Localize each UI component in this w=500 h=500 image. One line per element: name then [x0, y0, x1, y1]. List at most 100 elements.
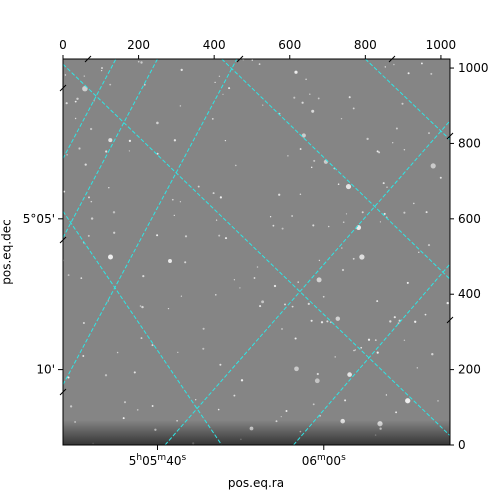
- star: [395, 127, 398, 130]
- star: [128, 150, 131, 152]
- star: [309, 93, 311, 95]
- star: [294, 337, 297, 340]
- star: [427, 244, 431, 247]
- star: [425, 211, 428, 214]
- star: [291, 215, 293, 217]
- star: [281, 328, 283, 330]
- star: [82, 321, 85, 325]
- star: [180, 295, 183, 297]
- star: [316, 372, 319, 376]
- star: [397, 322, 400, 325]
- star: [383, 212, 386, 215]
- star: [123, 401, 127, 404]
- star: [212, 192, 215, 195]
- dec-tick-label: 5°05': [23, 212, 55, 226]
- star: [228, 87, 231, 90]
- plot-frame: [62, 58, 451, 446]
- star: [329, 321, 332, 324]
- star: [107, 300, 109, 302]
- top-axis: 0 200 400 600 800 1000: [59, 38, 456, 59]
- star: [403, 211, 406, 214]
- star: [403, 149, 406, 151]
- star: [393, 316, 396, 319]
- star: [401, 102, 404, 105]
- star: [287, 155, 289, 157]
- star-field: [63, 59, 449, 445]
- bottom-shading: [63, 420, 450, 445]
- star: [439, 176, 442, 179]
- star: [352, 107, 355, 110]
- star: [299, 193, 302, 195]
- star: [393, 63, 395, 66]
- star: [218, 75, 221, 77]
- star: [215, 294, 217, 296]
- star: [258, 63, 261, 65]
- star: [219, 363, 222, 366]
- star: [142, 275, 145, 278]
- star: [431, 353, 434, 356]
- star: [310, 319, 313, 322]
- star: [90, 217, 94, 220]
- star: [184, 235, 188, 238]
- star: [93, 100, 95, 102]
- star: [310, 166, 313, 169]
- grid-crossing-mark: [59, 236, 67, 244]
- grid-crossing-mark: [84, 55, 92, 63]
- star: [360, 346, 363, 349]
- star: [385, 394, 388, 396]
- star: [262, 104, 264, 106]
- star: [311, 109, 315, 113]
- star: [366, 137, 369, 141]
- star: [378, 151, 381, 154]
- star: [84, 163, 87, 166]
- star: [140, 337, 143, 340]
- grid-line: [63, 59, 117, 159]
- star: [273, 284, 277, 288]
- star: [407, 72, 410, 75]
- star: [446, 301, 449, 305]
- star: [69, 405, 73, 408]
- star: [87, 234, 90, 237]
- star: [139, 305, 142, 307]
- star: [151, 405, 154, 407]
- star: [340, 247, 343, 249]
- star: [171, 198, 174, 201]
- star: [168, 259, 172, 263]
- star: [112, 211, 116, 214]
- star: [251, 59, 253, 61]
- star: [430, 163, 436, 169]
- star: [301, 101, 304, 104]
- star: [312, 403, 315, 406]
- star: [345, 213, 348, 215]
- star: [305, 78, 307, 81]
- grid-crossing-mark: [59, 84, 67, 92]
- star: [219, 196, 223, 199]
- star: [90, 200, 93, 203]
- y-axis-title: pos.eq.dec: [0, 219, 14, 284]
- star: [261, 300, 265, 304]
- grid-crossing-mark: [446, 316, 454, 324]
- star: [406, 281, 409, 284]
- star: [299, 148, 302, 150]
- star: [76, 97, 79, 101]
- star: [353, 349, 355, 352]
- star: [156, 234, 159, 237]
- star: [156, 152, 159, 155]
- star: [403, 339, 406, 342]
- x-axis-title: pos.eq.ra: [228, 476, 284, 490]
- star: [137, 60, 140, 63]
- star: [256, 266, 259, 268]
- star: [100, 69, 103, 72]
- star: [218, 234, 221, 237]
- star: [297, 281, 299, 283]
- star: [392, 142, 394, 144]
- star: [88, 196, 90, 199]
- star: [291, 305, 294, 308]
- coordinate-grid: [63, 59, 450, 445]
- star: [281, 227, 284, 230]
- star: [430, 72, 433, 75]
- star: [361, 211, 364, 214]
- star: [424, 313, 427, 316]
- grid-crossing-mark: [236, 55, 244, 63]
- star: [278, 193, 281, 196]
